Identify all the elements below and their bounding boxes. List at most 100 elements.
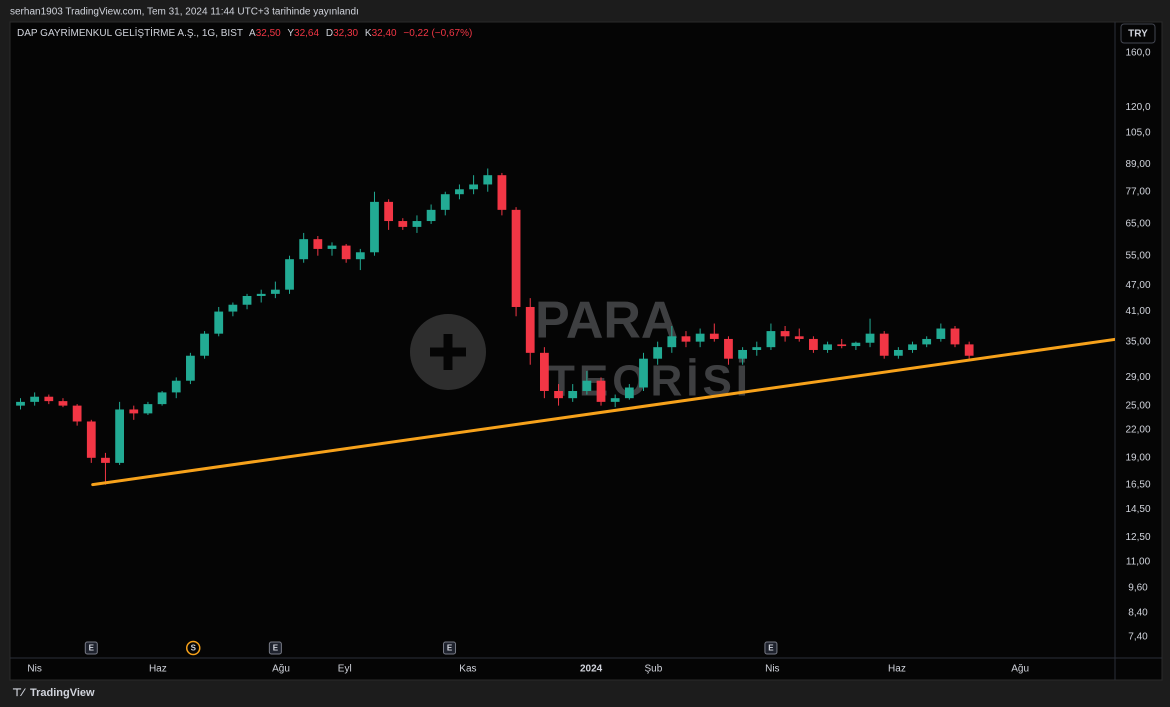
event-label: E	[89, 644, 95, 653]
y-tick-label: 16,50	[1125, 479, 1150, 490]
candle-body	[256, 293, 266, 296]
candle-body	[200, 333, 209, 356]
candle-body	[568, 390, 578, 399]
watermark-logo-cross	[430, 334, 466, 370]
candle-body	[851, 342, 861, 347]
candle-body	[610, 398, 620, 402]
candle-body	[30, 396, 40, 402]
candle-body	[370, 201, 379, 253]
event-marker	[185, 640, 201, 656]
chart-frame	[9, 21, 1163, 681]
y-tick-label: 47,00	[1125, 280, 1150, 291]
y-tick-label: 8,40	[1128, 608, 1148, 619]
candle-body	[837, 344, 847, 347]
event-marker	[764, 641, 778, 655]
y-tick-label: 25,00	[1125, 400, 1150, 411]
event-marker	[268, 641, 282, 655]
y-tick-label: 65,00	[1125, 219, 1150, 230]
event-marker	[443, 641, 457, 655]
candle-body	[341, 245, 351, 260]
candle-body	[639, 358, 648, 388]
watermark: PARA TEORİSİ	[410, 292, 752, 406]
y-tick-label: 89,00	[1125, 159, 1150, 170]
candle-body	[285, 259, 294, 290]
candle-body	[327, 245, 337, 249]
y-tick-label: 19,00	[1125, 452, 1150, 463]
candle-body	[186, 355, 195, 381]
y-tick-label: 105,0	[1125, 127, 1150, 138]
x-tick-label: Ağu	[1011, 664, 1029, 675]
watermark-text: PARA	[535, 292, 678, 350]
y-tick-label: 9,60	[1128, 582, 1148, 593]
candle-body	[242, 295, 252, 305]
candle-body	[681, 336, 691, 342]
currency-badge[interactable]	[1120, 23, 1156, 44]
watermark-logo	[410, 314, 486, 390]
candle-body	[964, 344, 974, 356]
candle-body	[313, 239, 323, 249]
legend-value: 32,50	[256, 28, 281, 39]
candle-body	[738, 349, 748, 359]
plot	[16, 168, 1115, 487]
candle-body	[384, 201, 394, 222]
candle-body	[709, 333, 719, 339]
candle-body	[950, 328, 960, 345]
candle-body	[823, 344, 832, 350]
candle-body	[525, 306, 535, 353]
x-tick-label: Şub	[645, 664, 663, 675]
candle-body	[398, 221, 408, 227]
x-tick-label: Nis	[27, 664, 41, 675]
candle-body	[72, 405, 82, 422]
legend-value: 32,30	[333, 28, 358, 39]
y-tick-label: 41,00	[1125, 306, 1150, 317]
y-tick-label: 120,0	[1125, 102, 1150, 113]
legend-label: A	[249, 28, 256, 39]
event-label: E	[447, 644, 453, 653]
x-tick-label: Eyl	[338, 664, 352, 675]
watermark-text: TEORİSİ	[548, 357, 752, 406]
candle-body	[724, 338, 733, 359]
candle-body	[539, 352, 549, 391]
event-marker	[84, 641, 98, 655]
x-tick-label: Haz	[149, 664, 167, 675]
y-tick-label: 160,0	[1125, 47, 1150, 58]
x-tick-label: 2024	[580, 664, 603, 675]
candle-body	[554, 390, 563, 399]
candle-body	[809, 338, 818, 350]
legend-value: 32,40	[372, 28, 397, 39]
y-tick-label: 77,00	[1125, 186, 1150, 197]
event-label: S	[191, 644, 197, 653]
legend-label: Y	[287, 28, 294, 39]
legend-label: K	[365, 28, 372, 39]
currency[interactable]: TRY	[1128, 29, 1148, 40]
candle-body	[879, 333, 889, 356]
candle-body	[86, 421, 96, 458]
legend-change: −0,22 (−0,67%)	[403, 28, 472, 39]
candle-body	[922, 338, 932, 345]
candle-body	[16, 401, 25, 406]
candle-body	[780, 331, 790, 337]
y-tick-label: 29,00	[1125, 372, 1150, 383]
footer-logo: ⊤⁄	[12, 687, 26, 699]
y-tick-label: 12,50	[1125, 532, 1150, 543]
candle-body	[228, 304, 238, 312]
y-tick-label: 55,00	[1125, 250, 1150, 261]
candle-body	[455, 189, 464, 195]
trendline	[91, 337, 1115, 487]
candle-body	[596, 380, 606, 402]
candle-body	[299, 239, 309, 260]
y-tick-label: 11,00	[1126, 556, 1151, 567]
candle-body	[893, 349, 903, 356]
candle-body	[171, 380, 181, 393]
event-label: E	[768, 644, 774, 653]
candle-body	[667, 336, 677, 348]
candle-body	[582, 380, 592, 391]
x-tick-label: Nis	[765, 664, 779, 675]
y-tick-label: 35,00	[1125, 336, 1150, 347]
y-tick-label: 22,00	[1125, 425, 1150, 436]
candle-body	[752, 347, 762, 350]
candle-body	[58, 401, 68, 406]
legend-label: D	[326, 28, 333, 39]
legend-value: 32,64	[294, 28, 319, 39]
